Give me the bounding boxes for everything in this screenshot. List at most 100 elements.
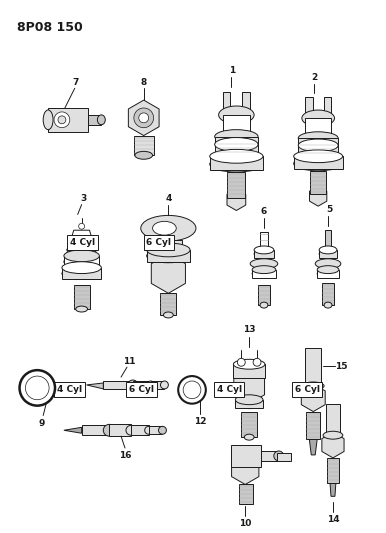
Ellipse shape (215, 138, 258, 151)
Text: 4 Cyl: 4 Cyl (217, 385, 242, 394)
Ellipse shape (274, 451, 284, 461)
Text: 14: 14 (327, 515, 339, 524)
Bar (215, 136, 258, 152)
Bar (241, 411, 257, 437)
Bar (223, 115, 250, 136)
Bar (305, 98, 313, 123)
Ellipse shape (97, 115, 105, 125)
Ellipse shape (103, 424, 115, 436)
Polygon shape (234, 368, 264, 403)
Polygon shape (310, 186, 327, 206)
Ellipse shape (298, 132, 338, 144)
Bar (227, 172, 245, 198)
Circle shape (183, 381, 201, 399)
Circle shape (58, 116, 66, 124)
Text: 8: 8 (141, 78, 147, 87)
Ellipse shape (294, 156, 343, 171)
Ellipse shape (128, 380, 138, 390)
Bar (277, 453, 291, 461)
Bar (154, 240, 182, 258)
Ellipse shape (215, 130, 258, 143)
Bar (62, 268, 102, 279)
Bar (48, 108, 88, 132)
Ellipse shape (302, 110, 335, 126)
Bar (210, 156, 263, 170)
Bar (151, 381, 164, 389)
Bar (74, 285, 90, 309)
Bar (326, 403, 340, 435)
Circle shape (20, 370, 55, 406)
Ellipse shape (161, 381, 168, 389)
Text: 10: 10 (239, 520, 251, 528)
Ellipse shape (315, 259, 341, 269)
Text: 11: 11 (123, 357, 135, 366)
Text: 15: 15 (335, 362, 347, 371)
Bar (260, 232, 268, 254)
Polygon shape (227, 189, 246, 211)
Text: 8P08 150: 8P08 150 (17, 21, 82, 34)
Polygon shape (68, 230, 95, 250)
Ellipse shape (298, 139, 338, 152)
Ellipse shape (62, 268, 102, 279)
Ellipse shape (147, 243, 190, 257)
Bar (294, 156, 343, 169)
Text: 4 Cyl: 4 Cyl (57, 385, 82, 394)
Polygon shape (322, 432, 344, 458)
Ellipse shape (319, 246, 337, 254)
Ellipse shape (210, 149, 263, 163)
Circle shape (25, 376, 49, 400)
Ellipse shape (250, 259, 278, 269)
Bar (298, 138, 338, 152)
Circle shape (134, 108, 154, 128)
Circle shape (178, 376, 206, 403)
Ellipse shape (254, 246, 274, 254)
Ellipse shape (218, 106, 254, 124)
Ellipse shape (64, 250, 99, 262)
Ellipse shape (235, 395, 263, 405)
Bar (310, 171, 326, 195)
Ellipse shape (141, 215, 196, 241)
Ellipse shape (147, 381, 154, 389)
Bar (235, 400, 263, 408)
Bar (252, 270, 276, 278)
Ellipse shape (147, 249, 190, 263)
Polygon shape (151, 254, 185, 293)
Circle shape (79, 223, 85, 229)
Bar (133, 381, 151, 389)
Ellipse shape (252, 265, 276, 273)
Text: 4: 4 (165, 194, 171, 203)
Polygon shape (301, 384, 325, 411)
Bar (317, 270, 339, 278)
Circle shape (237, 358, 245, 366)
Ellipse shape (323, 431, 343, 439)
Ellipse shape (210, 156, 263, 172)
Ellipse shape (317, 265, 339, 273)
Ellipse shape (260, 302, 268, 308)
Bar (239, 484, 253, 504)
Text: 5: 5 (326, 205, 332, 214)
Ellipse shape (152, 221, 176, 235)
Ellipse shape (76, 306, 88, 312)
Ellipse shape (67, 245, 96, 255)
Bar (323, 98, 331, 123)
Text: 13: 13 (243, 325, 256, 334)
Polygon shape (330, 482, 336, 496)
Bar (258, 285, 270, 305)
Polygon shape (86, 383, 103, 389)
Text: 3: 3 (80, 194, 87, 203)
Bar (325, 230, 331, 256)
Ellipse shape (235, 399, 263, 409)
Ellipse shape (324, 302, 332, 308)
Bar (254, 250, 274, 258)
Text: 7: 7 (73, 78, 79, 87)
Bar (306, 411, 320, 439)
Bar (232, 445, 261, 467)
Text: 2: 2 (312, 73, 318, 82)
Bar (305, 349, 321, 386)
Polygon shape (309, 439, 317, 455)
Ellipse shape (294, 150, 343, 163)
Ellipse shape (252, 270, 276, 278)
Ellipse shape (244, 434, 254, 440)
Bar (147, 250, 190, 262)
Bar (131, 425, 149, 435)
